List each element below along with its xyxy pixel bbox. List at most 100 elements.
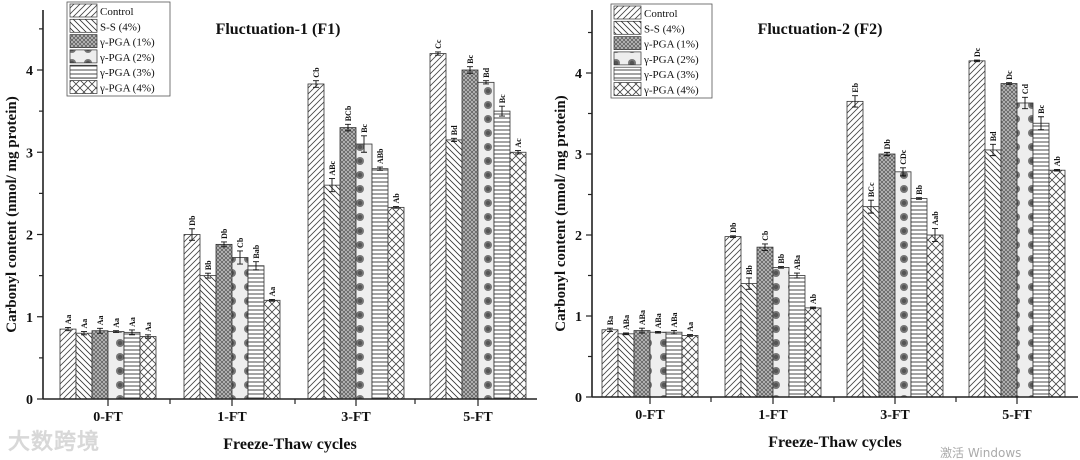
legend-label: S-S (4%) xyxy=(100,21,141,33)
legend-swatch xyxy=(69,3,98,18)
bar xyxy=(984,149,1002,398)
data-label: Aa xyxy=(128,317,137,327)
data-label: Bb xyxy=(745,265,754,275)
data-label: Bc xyxy=(466,54,475,63)
bar xyxy=(617,333,635,398)
error-bar xyxy=(205,272,211,279)
error-bar xyxy=(900,167,906,177)
data-label: Db xyxy=(220,228,229,239)
data-label: ABa xyxy=(622,315,631,330)
data-label: Aa xyxy=(144,322,153,332)
bar xyxy=(846,100,864,398)
data-label: BCc xyxy=(867,182,876,197)
legend-swatch xyxy=(69,34,98,48)
bar xyxy=(740,283,758,398)
error-bar xyxy=(639,327,645,334)
bar xyxy=(429,53,447,400)
data-label: Db xyxy=(883,139,892,150)
data-label: Cb xyxy=(236,237,245,248)
data-label: ABb xyxy=(376,148,385,164)
bar xyxy=(788,275,806,398)
error-bar xyxy=(852,95,858,108)
error-bar xyxy=(145,334,151,339)
data-label: ABa xyxy=(670,312,679,327)
data-label: Ab xyxy=(392,193,401,204)
legend-label: γ-PGA (1%) xyxy=(99,37,155,49)
error-bar xyxy=(345,123,351,132)
y-tick-label: 3 xyxy=(575,148,582,163)
bar xyxy=(139,336,157,400)
legend-swatch xyxy=(613,20,642,35)
error-bar xyxy=(868,199,874,214)
legend-label: γ-PGA (2%) xyxy=(99,52,155,64)
data-label: Aa xyxy=(80,319,89,329)
data-label: Bd xyxy=(989,131,998,141)
x-tick-label: 5-FT xyxy=(1002,408,1032,423)
bar xyxy=(1032,122,1050,398)
x-tick-label: 3-FT xyxy=(880,408,910,423)
data-label: Aa xyxy=(686,322,695,332)
legend-label: γ-PGA (4%) xyxy=(99,83,155,95)
legend: Control S-S (4%) γ-PGA (1%) γ-PGA (2%) γ-PGA… xyxy=(66,1,171,97)
error-bar xyxy=(189,228,195,241)
bar xyxy=(387,206,405,400)
bar xyxy=(910,198,928,398)
data-label: Bb xyxy=(204,260,213,270)
error-bar xyxy=(377,166,383,171)
legend-box xyxy=(610,3,713,99)
data-label: Cc xyxy=(434,39,443,49)
bar xyxy=(91,330,109,400)
data-label: Db xyxy=(188,215,197,226)
y-tick-label: 0 xyxy=(575,391,582,406)
error-bar xyxy=(623,332,629,336)
data-label: Ac xyxy=(514,138,523,148)
bar xyxy=(1016,102,1034,398)
bar xyxy=(509,151,527,400)
data-label: Db xyxy=(729,222,738,233)
x-tick-label: 1-FT xyxy=(217,410,247,425)
bar xyxy=(665,331,683,398)
bar xyxy=(601,329,619,398)
data-label: CDc xyxy=(899,149,908,165)
bar xyxy=(862,206,880,398)
legend-swatch xyxy=(69,18,98,33)
error-bar xyxy=(762,243,768,251)
bar xyxy=(724,236,742,398)
data-label: Ba xyxy=(606,316,615,325)
bar xyxy=(123,331,141,400)
chart-2: Ba Db Eb Dc ABa Bb BCc Bd ABa Cb Db Dc ABa Bb CDc Cd ABa… xyxy=(553,3,1078,451)
data-label: ABc xyxy=(328,160,337,175)
legend-swatch xyxy=(613,82,642,96)
error-bar xyxy=(97,327,103,334)
error-bar xyxy=(329,178,335,193)
bar xyxy=(355,143,373,400)
bar xyxy=(1000,83,1018,398)
bar xyxy=(968,60,986,398)
y-tick-label: 1 xyxy=(575,310,582,325)
error-bar xyxy=(393,206,399,209)
bar xyxy=(371,168,389,400)
data-label: Bb xyxy=(777,253,786,263)
bar xyxy=(1048,169,1066,398)
legend-swatch xyxy=(613,5,642,20)
data-label: Ab xyxy=(1053,156,1062,167)
x-tick-label: 1-FT xyxy=(758,408,788,423)
error-bar xyxy=(313,80,319,88)
legend-swatch xyxy=(613,51,642,66)
chart-title: Fluctuation-1 (F1) xyxy=(216,21,341,38)
error-bar xyxy=(435,51,441,56)
data-label: Cd xyxy=(1021,84,1030,95)
error-bar xyxy=(253,261,259,271)
y-tick-label: 3 xyxy=(26,146,33,161)
bar xyxy=(633,330,651,398)
bar xyxy=(772,266,790,398)
error-bar xyxy=(113,330,119,333)
error-bar xyxy=(916,197,922,200)
bar xyxy=(681,335,699,398)
error-bar xyxy=(655,330,661,334)
error-bar xyxy=(499,105,505,117)
data-label: BCb xyxy=(344,105,353,121)
bar xyxy=(756,246,774,398)
